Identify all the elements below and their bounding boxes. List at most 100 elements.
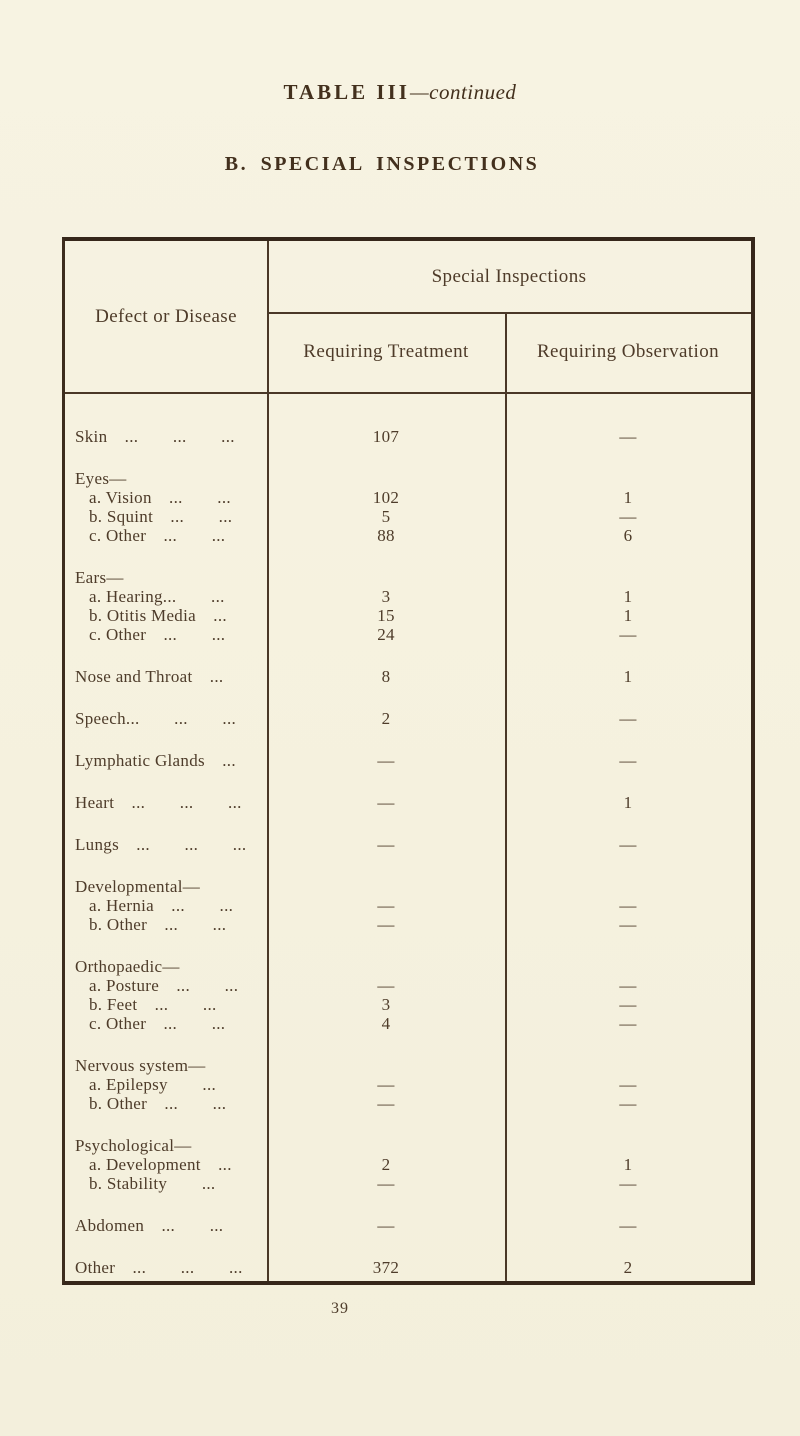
observation-value: 1 [623,1155,633,1174]
defect-label: Other ... ... ... [75,1258,243,1277]
observation-value: — [619,896,637,915]
table-row-abdomen: Abdomen ... ... — — [65,1216,751,1235]
treatment-value [267,877,505,896]
treatment-value [267,1056,505,1075]
table-row-nervous-epilepsy: a. Epilepsy ... — — [65,1075,751,1094]
observation-value: — [619,1216,637,1235]
table-row-skin: Skin ... ... ... 107 — [65,427,751,446]
defect-label: Skin ... ... ... [75,427,235,446]
table-row-developmental-group: Developmental— [65,877,751,896]
table-row-nervous-other: b. Other ... ... — — [65,1094,751,1113]
table-row-speech: Speech... ... ... 2 — [65,709,751,728]
table-row-ears-other: c. Other ... ... 24 — [65,625,751,644]
table-title: TABLE III [283,80,410,104]
table-row-orthopaedic-group: Orthopaedic— [65,957,751,976]
table-row-psychological-group: Psychological— [65,1136,751,1155]
defect-label: b. Stability ... [89,1174,216,1193]
table-row-lymphatic-glands: Lymphatic Glands ... — — [65,751,751,770]
requiring-observation-header: Requiring Observation [536,341,719,362]
subheader-rule [267,312,751,314]
treatment-value: — [377,1075,395,1094]
defect-label: Ears— [75,568,124,587]
observation-value: — [619,427,637,446]
observation-value: — [619,507,637,526]
defect-label: b. Squint ... ... [89,507,233,526]
treatment-value [267,469,505,488]
defect-label: Orthopaedic— [75,957,180,976]
table-row-orthopaedic-other: c. Other ... ... 4 — [65,1014,751,1033]
defect-label: Psychological— [75,1136,192,1155]
treatment-value: — [377,896,395,915]
treatment-value: 4 [381,1014,391,1033]
treatment-value: — [377,835,395,854]
defect-column-header: Defect or Disease [95,305,237,327]
defect-label: b. Other ... ... [89,915,227,934]
table-row-eyes-squint: b. Squint ... ... 5 — [65,507,751,526]
treatment-value: — [377,751,395,770]
observation-value [505,957,751,976]
table-row-orthopaedic-posture: a. Posture ... ... — — [65,976,751,995]
table-row-eyes-vision: a. Vision ... ... 102 1 [65,488,751,507]
column-divider-1 [267,241,269,1281]
treatment-value: — [377,1094,395,1113]
defect-label: Eyes— [75,469,127,488]
treatment-value: 3 [381,587,391,606]
column-divider-2 [505,312,507,1281]
observation-value: — [619,709,637,728]
observation-value: 1 [623,667,633,686]
treatment-value: 8 [381,667,391,686]
observation-value: — [619,1174,637,1193]
section-title: B. SPECIAL INSPECTIONS [224,153,540,175]
treatment-value: 372 [372,1258,400,1277]
defect-label: c. Other ... ... [89,526,226,545]
defect-label: a. Epilepsy ... [89,1075,217,1094]
treatment-value [267,1136,505,1155]
table-row-ears-otitis-media: b. Otitis Media ... 15 1 [65,606,751,625]
defect-label: Lymphatic Glands ... [75,751,236,770]
table-row-ears-hearing: a. Hearing... ... 3 1 [65,587,751,606]
treatment-value: 5 [381,507,391,526]
treatment-value: — [377,793,395,812]
treatment-value: — [377,915,395,934]
table-row-other: Other ... ... ... 372 2 [65,1258,751,1277]
table-row-orthopaedic-feet: b. Feet ... ... 3 — [65,995,751,1014]
special-inspections-table: Defect or Disease Special Inspections Re… [62,237,755,1285]
requiring-treatment-header: Requiring Treatment [303,341,469,362]
observation-value: 2 [623,1258,633,1277]
treatment-value: — [377,1216,395,1235]
defect-label: Nervous system— [75,1056,206,1075]
treatment-value: — [377,976,395,995]
observation-value: — [619,1014,637,1033]
defect-label: a. Hearing... ... [89,587,225,606]
page-title: TABLE III—continued [0,80,800,105]
defect-label: Abdomen ... ... [75,1216,224,1235]
observation-value: — [619,915,637,934]
treatment-value: 15 [377,606,395,625]
defect-label: a. Hernia ... ... [89,896,234,915]
treatment-value [267,568,505,587]
observation-value [505,1136,751,1155]
table-row-lungs: Lungs ... ... ... — — [65,835,751,854]
observation-value [505,877,751,896]
table-row-nervous-system-group: Nervous system— [65,1056,751,1075]
observation-value: — [619,995,637,1014]
table-row-eyes-group: Eyes— [65,469,751,488]
table-title-continued: —continued [409,80,517,104]
defect-label: Speech... ... ... [75,709,237,728]
defect-label: Heart ... ... ... [75,793,242,812]
treatment-value: 24 [377,625,395,644]
table-row-ears-group: Ears— [65,568,751,587]
observation-value [505,568,751,587]
table-row-psychological-stability: b. Stability ... — — [65,1174,751,1193]
observation-value [505,1056,751,1075]
page-number: 39 [331,1300,349,1317]
defect-label: c. Other ... ... [89,1014,226,1033]
treatment-value: 2 [381,1155,391,1174]
defect-label: b. Feet ... ... [89,995,217,1014]
table-row-psychological-development: a. Development ... 2 1 [65,1155,751,1174]
table-body: Skin ... ... ... 107 — Eyes— a. Vision .… [65,394,751,1281]
treatment-value: 102 [372,488,400,507]
observation-value [505,469,751,488]
table-row-developmental-hernia: a. Hernia ... ... — — [65,896,751,915]
